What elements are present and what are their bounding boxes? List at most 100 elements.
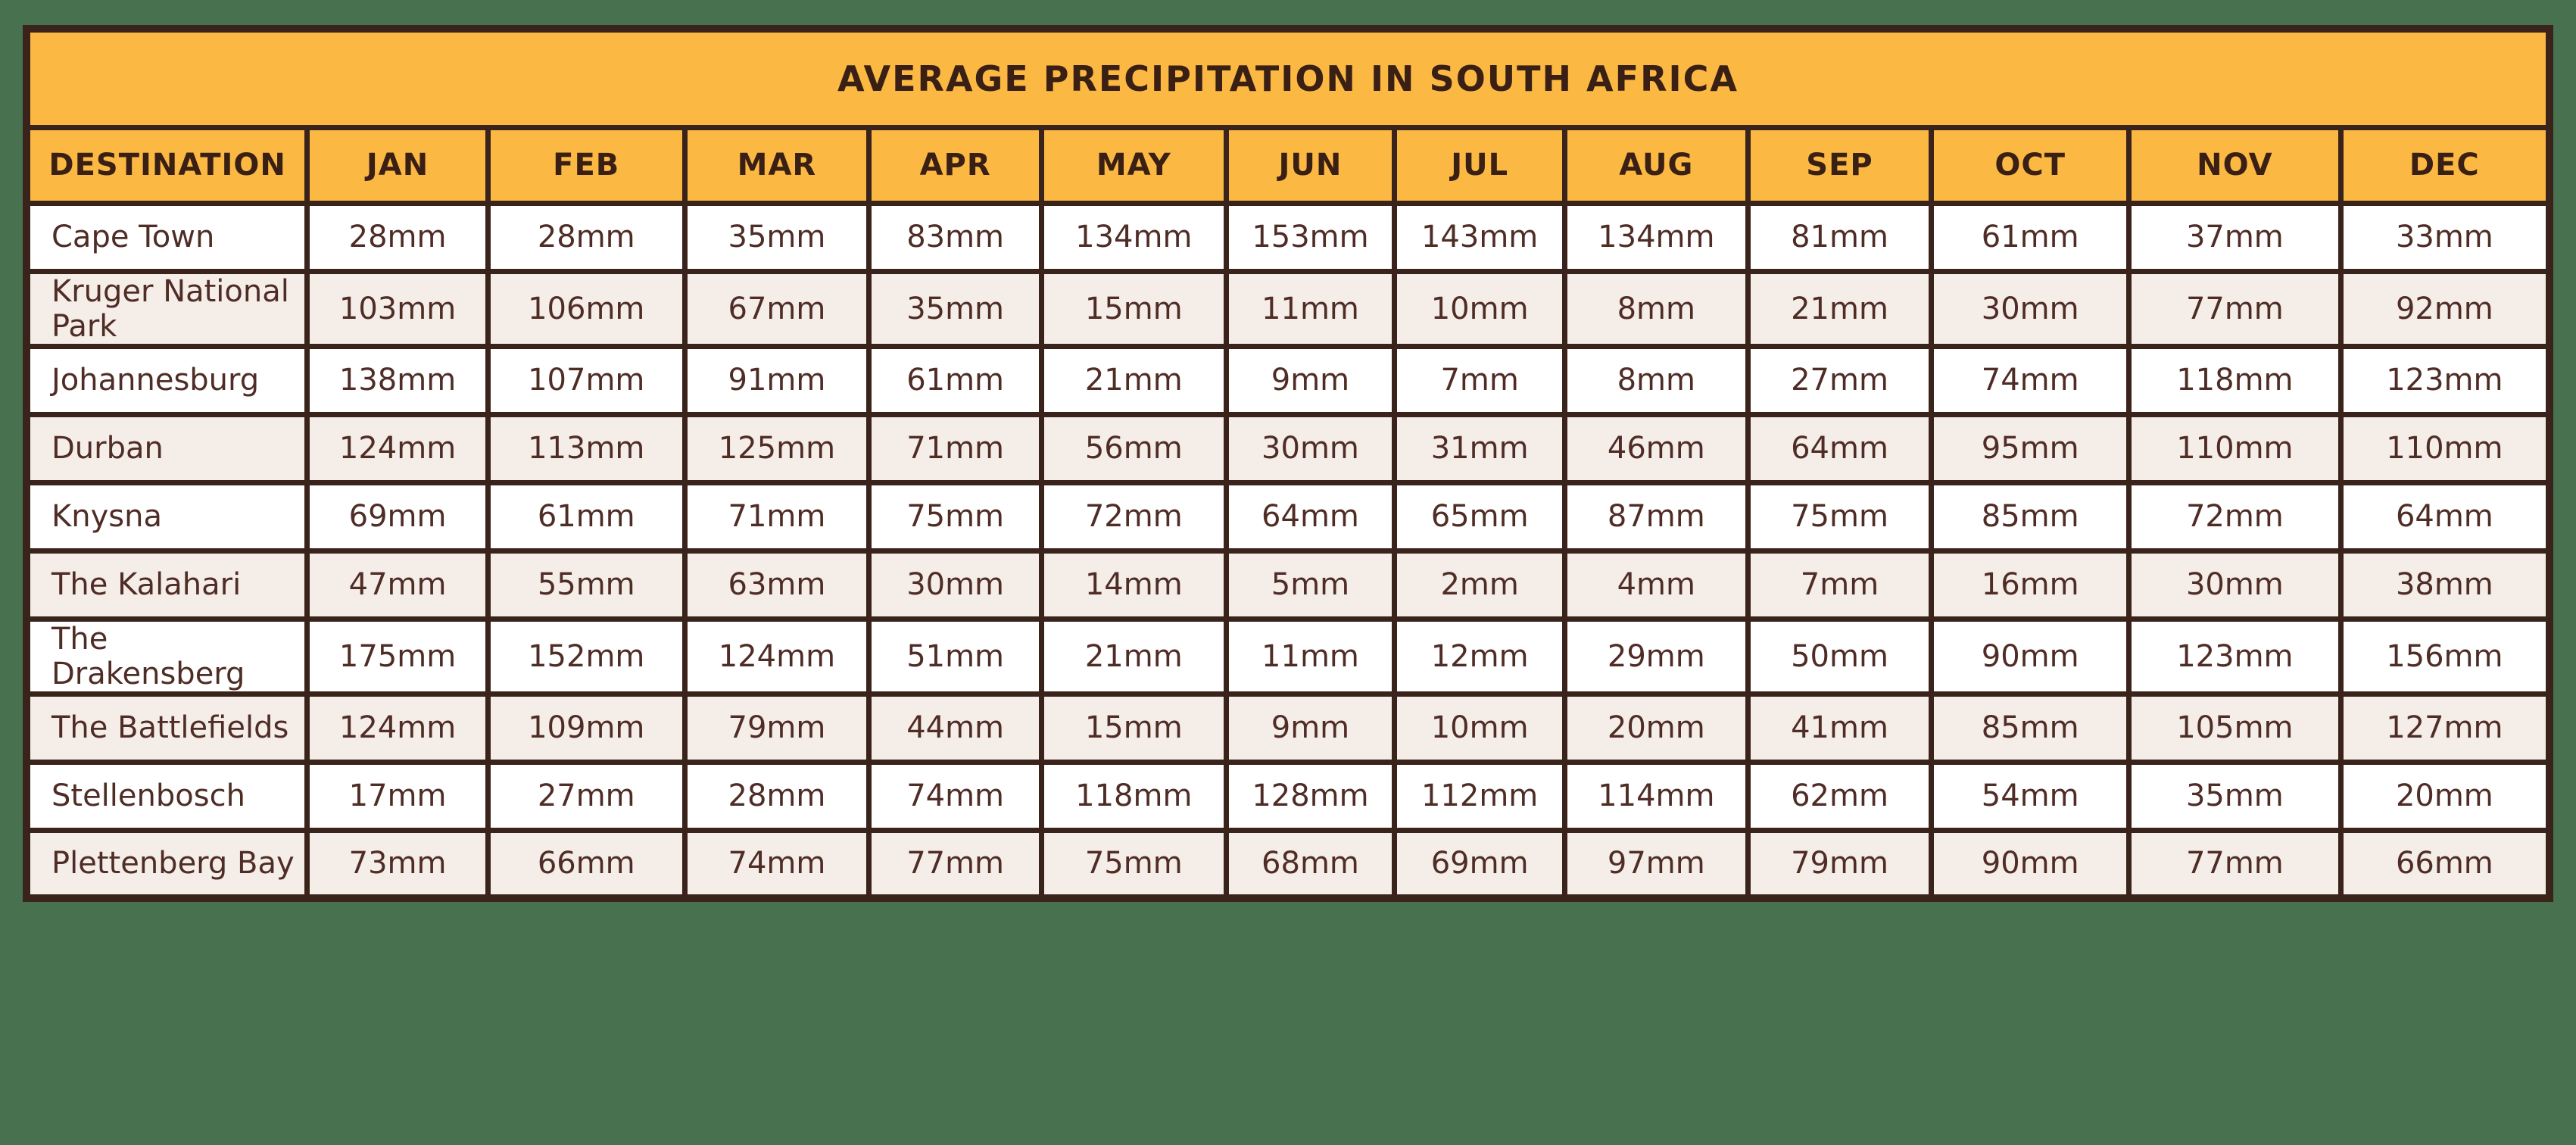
value-cell: 65mm xyxy=(1392,479,1567,554)
value-cell: 138mm xyxy=(304,343,491,417)
value-cell: 74mm xyxy=(866,759,1044,833)
value-cell: 9mm xyxy=(1223,343,1398,417)
value-cell: 30mm xyxy=(1929,268,2132,349)
value-cell: 156mm xyxy=(2337,616,2553,697)
table-head: AVERAGE PRECIPITATION IN SOUTH AFRICA DE… xyxy=(23,26,2553,206)
month-column-header: OCT xyxy=(1929,124,2132,206)
value-cell: 64mm xyxy=(2337,479,2553,554)
value-cell: 124mm xyxy=(304,691,491,765)
value-cell: 15mm xyxy=(1038,268,1229,349)
value-cell: 118mm xyxy=(1038,759,1229,833)
table-row: Stellenbosch 17mm 27mm 28mm 74mm 118mm 128mm 11… xyxy=(23,759,2553,833)
value-cell: 110mm xyxy=(2126,411,2344,485)
value-cell: 16mm xyxy=(1929,548,2132,622)
value-cell: 20mm xyxy=(2337,759,2553,833)
month-column-header: DEC xyxy=(2337,124,2553,206)
destination-cell: Johannesburg xyxy=(23,343,310,417)
value-cell: 7mm xyxy=(1392,343,1567,417)
value-cell: 35mm xyxy=(2126,759,2344,833)
value-cell: 11mm xyxy=(1223,616,1398,697)
destination-cell: The Battlefields xyxy=(23,691,310,765)
value-cell: 41mm xyxy=(1745,691,1935,765)
value-cell: 67mm xyxy=(681,268,872,349)
value-cell: 38mm xyxy=(2337,548,2553,622)
value-cell: 83mm xyxy=(866,200,1044,274)
destination-cell: Stellenbosch xyxy=(23,759,310,833)
value-cell: 92mm xyxy=(2337,268,2553,349)
value-cell: 66mm xyxy=(485,827,688,901)
value-cell: 54mm xyxy=(1929,759,2132,833)
value-cell: 128mm xyxy=(1223,759,1398,833)
value-cell: 37mm xyxy=(2126,200,2344,274)
destination-cell: Plettenberg Bay xyxy=(23,827,310,901)
value-cell: 21mm xyxy=(1038,343,1229,417)
destination-cell: Kruger National Park xyxy=(23,268,310,349)
value-cell: 12mm xyxy=(1392,616,1567,697)
value-cell: 125mm xyxy=(681,411,872,485)
month-column-header: JUN xyxy=(1223,124,1398,206)
destination-cell: Knysna xyxy=(23,479,310,554)
value-cell: 63mm xyxy=(681,548,872,622)
value-cell: 123mm xyxy=(2126,616,2344,697)
table-row: Plettenberg Bay 73mm 66mm 74mm 77mm 75mm 68mm 6… xyxy=(23,827,2553,901)
table-row: Cape Town 28mm 28mm 35mm 83mm 134mm 153mm 143mm… xyxy=(23,200,2553,274)
month-column-header: NOV xyxy=(2126,124,2344,206)
value-cell: 51mm xyxy=(866,616,1044,697)
table-row: The Kalahari 47mm 55mm 63mm 30mm 14mm 5mm 2mm 4m… xyxy=(23,548,2553,622)
value-cell: 47mm xyxy=(304,548,491,622)
value-cell: 69mm xyxy=(1392,827,1567,901)
value-cell: 72mm xyxy=(2126,479,2344,554)
value-cell: 127mm xyxy=(2337,691,2553,765)
value-cell: 134mm xyxy=(1561,200,1751,274)
value-cell: 62mm xyxy=(1745,759,1935,833)
value-cell: 71mm xyxy=(866,411,1044,485)
table-body: Cape Town 28mm 28mm 35mm 83mm 134mm 153mm 143mm… xyxy=(23,200,2553,901)
value-cell: 107mm xyxy=(485,343,688,417)
destination-cell: Durban xyxy=(23,411,310,485)
precipitation-table: AVERAGE PRECIPITATION IN SOUTH AFRICA DE… xyxy=(23,25,2553,902)
value-cell: 56mm xyxy=(1038,411,1229,485)
value-cell: 44mm xyxy=(866,691,1044,765)
value-cell: 90mm xyxy=(1929,827,2132,901)
value-cell: 35mm xyxy=(866,268,1044,349)
value-cell: 14mm xyxy=(1038,548,1229,622)
month-column-header: MAY xyxy=(1038,124,1229,206)
value-cell: 28mm xyxy=(485,200,688,274)
value-cell: 10mm xyxy=(1392,691,1567,765)
value-cell: 61mm xyxy=(866,343,1044,417)
value-cell: 50mm xyxy=(1745,616,1935,697)
table-row: The Battlefields 124mm 109mm 79mm 44mm 15mm 9m… xyxy=(23,691,2553,765)
destination-cell: The Drakensberg xyxy=(23,616,310,697)
value-cell: 46mm xyxy=(1561,411,1751,485)
value-cell: 33mm xyxy=(2337,200,2553,274)
value-cell: 29mm xyxy=(1561,616,1751,697)
value-cell: 5mm xyxy=(1223,548,1398,622)
value-cell: 72mm xyxy=(1038,479,1229,554)
table-row: Johannesburg 138mm 107mm 91mm 61mm 21mm 9mm 7mm… xyxy=(23,343,2553,417)
value-cell: 97mm xyxy=(1561,827,1751,901)
destination-cell: Cape Town xyxy=(23,200,310,274)
value-cell: 68mm xyxy=(1223,827,1398,901)
value-cell: 8mm xyxy=(1561,268,1751,349)
value-cell: 77mm xyxy=(2126,827,2344,901)
value-cell: 74mm xyxy=(681,827,872,901)
month-column-header: SEP xyxy=(1745,124,1935,206)
value-cell: 113mm xyxy=(485,411,688,485)
value-cell: 74mm xyxy=(1929,343,2132,417)
value-cell: 28mm xyxy=(304,200,491,274)
month-column-header: AUG xyxy=(1561,124,1751,206)
value-cell: 8mm xyxy=(1561,343,1751,417)
header-row: DESTINATION JAN FEB MAR APR MAY JUN JUL AUG SEP OC… xyxy=(23,124,2553,206)
value-cell: 75mm xyxy=(1745,479,1935,554)
value-cell: 153mm xyxy=(1223,200,1398,274)
value-cell: 85mm xyxy=(1929,479,2132,554)
value-cell: 30mm xyxy=(866,548,1044,622)
value-cell: 21mm xyxy=(1038,616,1229,697)
value-cell: 20mm xyxy=(1561,691,1751,765)
value-cell: 73mm xyxy=(304,827,491,901)
value-cell: 28mm xyxy=(681,759,872,833)
destination-cell: The Kalahari xyxy=(23,548,310,622)
value-cell: 118mm xyxy=(2126,343,2344,417)
value-cell: 123mm xyxy=(2337,343,2553,417)
value-cell: 106mm xyxy=(485,268,688,349)
